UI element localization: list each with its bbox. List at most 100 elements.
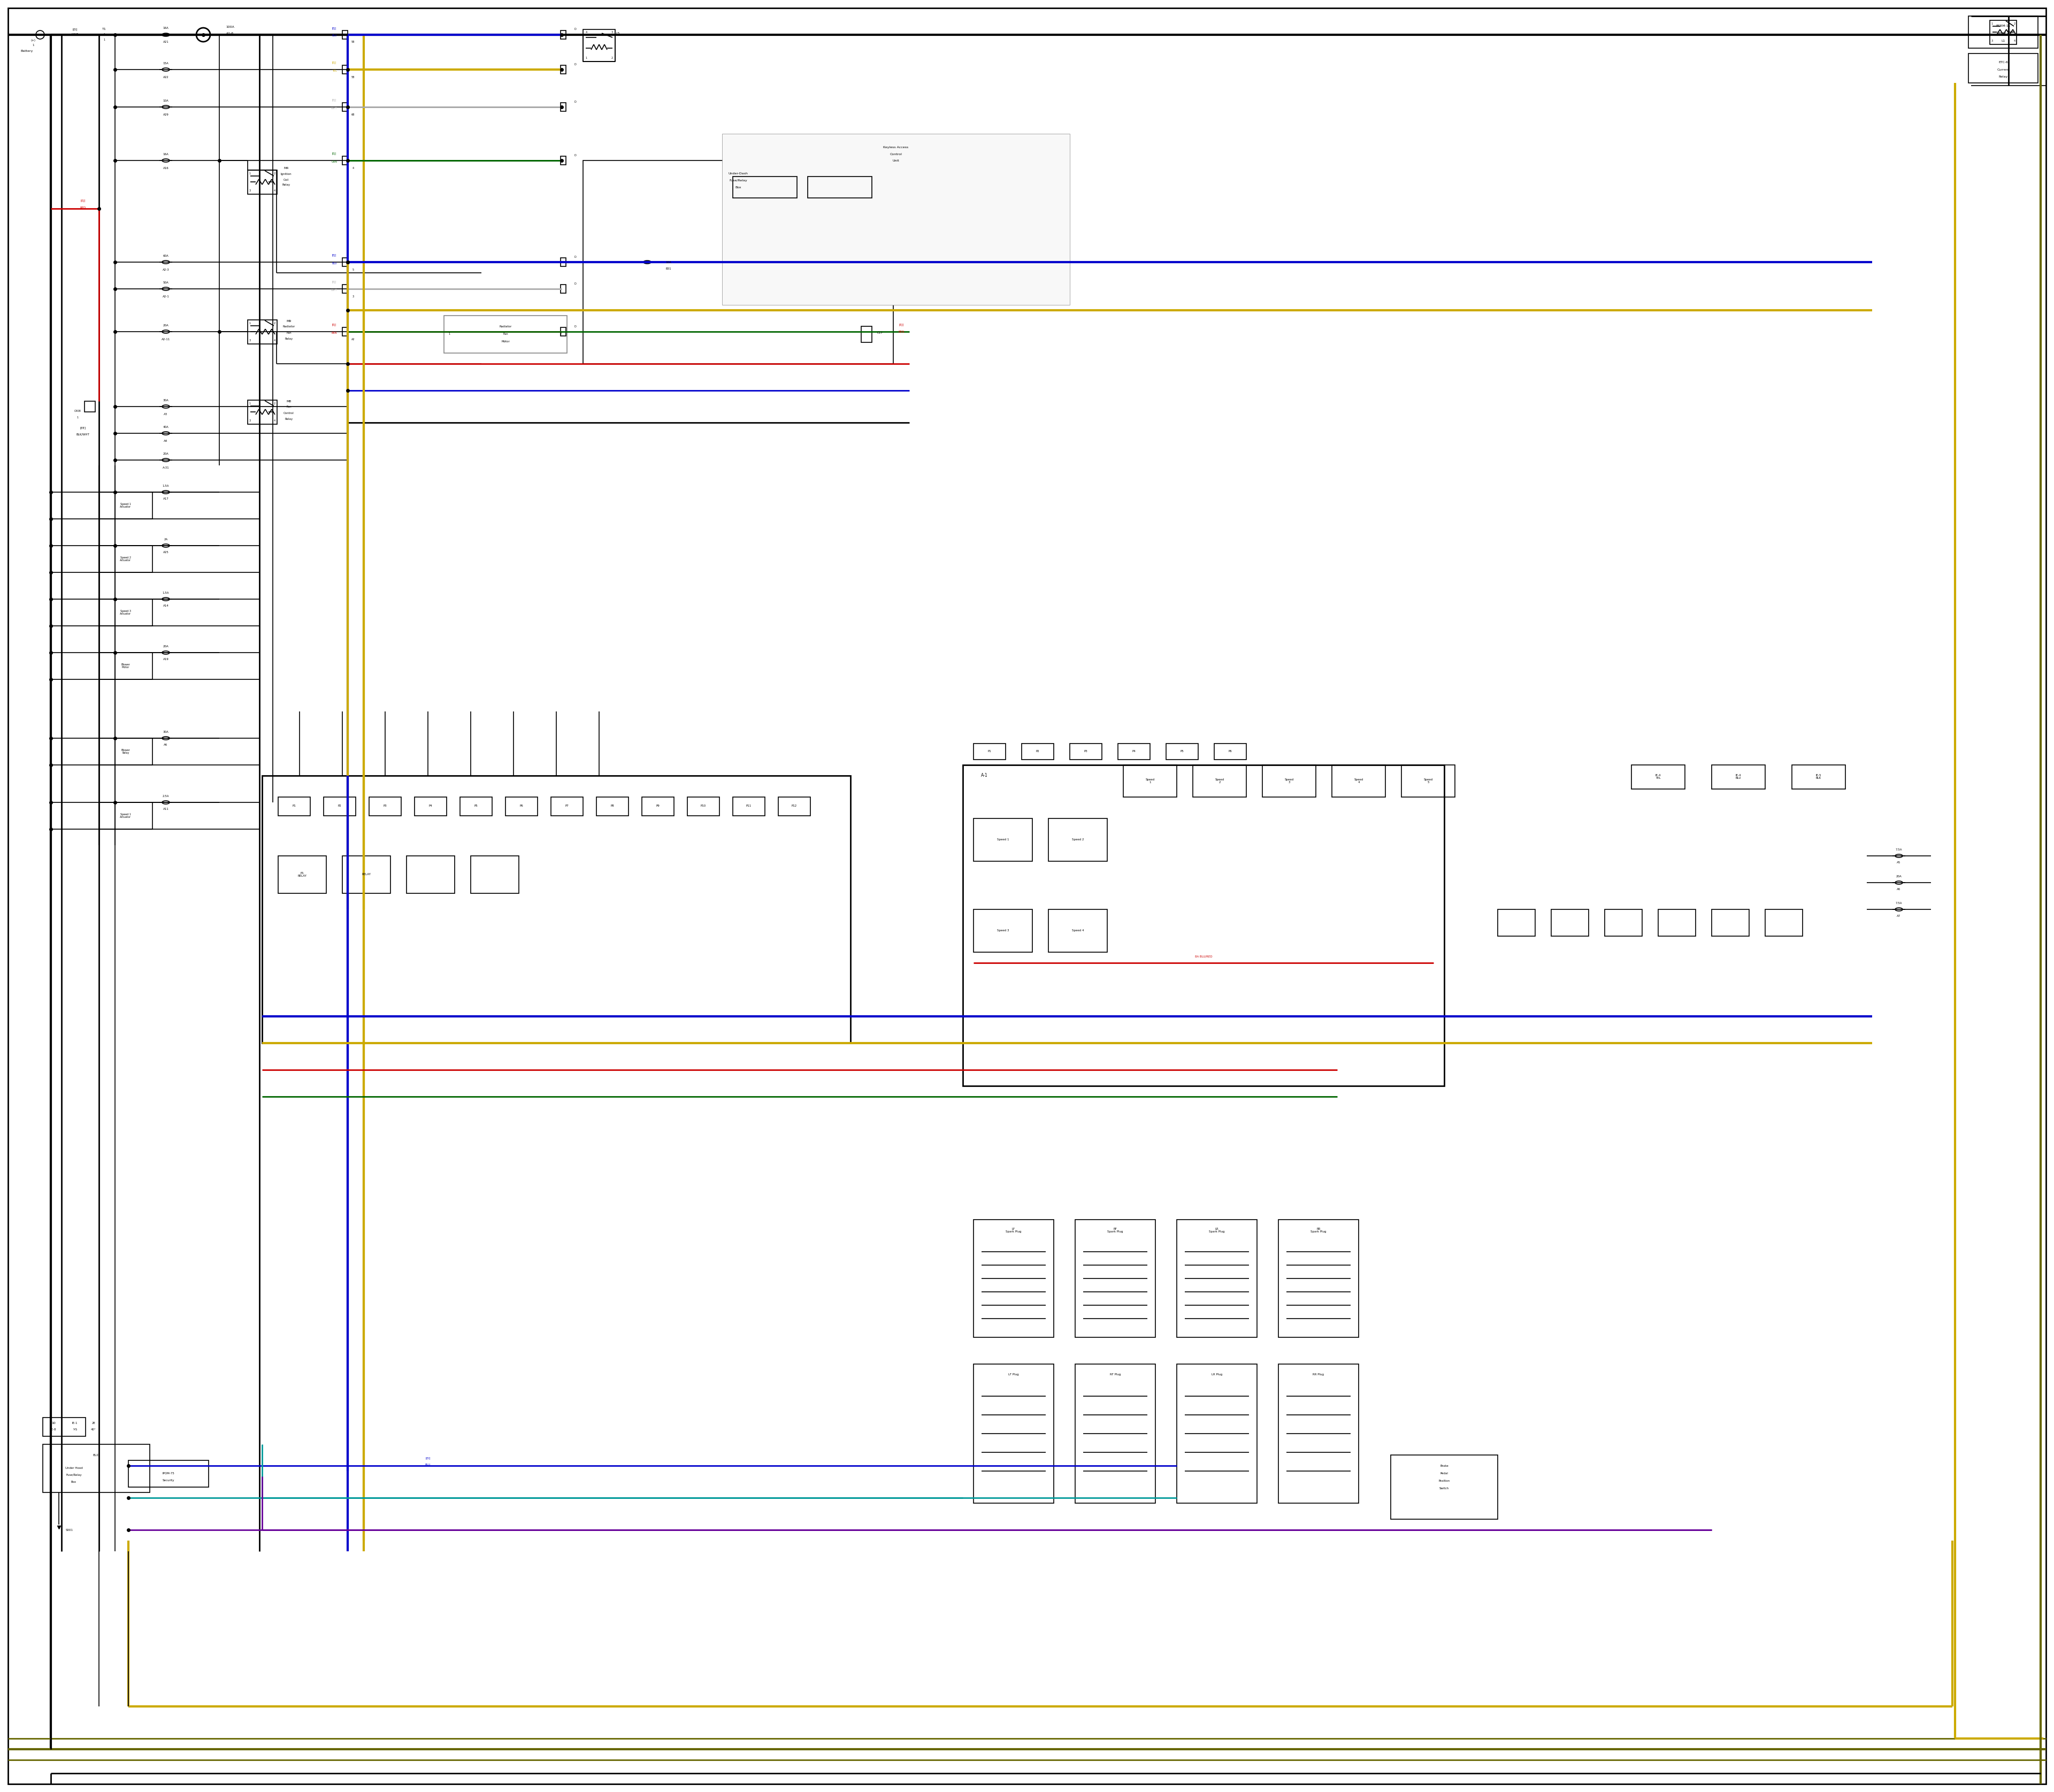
Bar bbox=[84, 401, 94, 412]
Text: P4: P4 bbox=[1132, 751, 1136, 753]
Text: A21: A21 bbox=[162, 41, 168, 43]
Bar bbox=[583, 161, 893, 364]
Bar bbox=[561, 65, 567, 73]
Bar bbox=[1711, 765, 1764, 788]
Text: P2: P2 bbox=[337, 805, 341, 808]
Bar bbox=[325, 797, 355, 815]
Text: P1: P1 bbox=[988, 751, 992, 753]
Bar bbox=[733, 797, 764, 815]
Bar bbox=[1791, 765, 1844, 788]
Text: P6: P6 bbox=[1228, 751, 1232, 753]
Text: A16: A16 bbox=[162, 167, 168, 168]
Text: C408: C408 bbox=[74, 410, 80, 412]
Text: 10A: 10A bbox=[162, 99, 168, 102]
Text: Speed 1: Speed 1 bbox=[996, 839, 1009, 840]
Text: [EJ]: [EJ] bbox=[333, 324, 337, 326]
Text: IE-4
BLU: IE-4 BLU bbox=[1736, 774, 1742, 780]
Text: LF Plug: LF Plug bbox=[1009, 1373, 1019, 1376]
Text: P2: P2 bbox=[1035, 751, 1039, 753]
Text: P12: P12 bbox=[791, 805, 797, 808]
Text: A5: A5 bbox=[1898, 862, 1900, 864]
Bar bbox=[1278, 1364, 1358, 1503]
Text: 10: 10 bbox=[51, 1421, 55, 1425]
Text: [EJ]: [EJ] bbox=[333, 152, 337, 156]
Text: 5B: 5B bbox=[351, 75, 355, 79]
Text: P11: P11 bbox=[746, 805, 752, 808]
Text: M9: M9 bbox=[286, 319, 292, 323]
Text: 20A: 20A bbox=[162, 324, 168, 326]
Bar bbox=[974, 819, 1033, 862]
Text: Radiator: Radiator bbox=[499, 324, 511, 328]
Bar bbox=[1278, 1220, 1358, 1337]
Text: P1
RELAY: P1 RELAY bbox=[298, 871, 306, 878]
Bar bbox=[1048, 819, 1107, 862]
Bar bbox=[43, 1417, 86, 1435]
Bar bbox=[1658, 909, 1697, 935]
Text: P10: P10 bbox=[700, 805, 707, 808]
Bar bbox=[1711, 909, 1750, 935]
Bar bbox=[1497, 909, 1534, 935]
Bar bbox=[343, 30, 347, 39]
Text: Relay: Relay bbox=[286, 337, 294, 340]
Text: P3: P3 bbox=[384, 805, 386, 808]
Bar bbox=[43, 1444, 150, 1493]
Text: Blower
Relay: Blower Relay bbox=[121, 749, 129, 754]
Bar bbox=[1263, 765, 1317, 797]
Text: P4: P4 bbox=[429, 805, 433, 808]
Text: Relay: Relay bbox=[1999, 75, 2009, 77]
Bar bbox=[1074, 1220, 1154, 1337]
Bar bbox=[249, 170, 277, 194]
Text: A3: A3 bbox=[164, 412, 168, 416]
Text: GRN: GRN bbox=[331, 159, 337, 163]
Text: P8: P8 bbox=[610, 805, 614, 808]
Bar bbox=[974, 1220, 1054, 1337]
Bar bbox=[1764, 909, 1803, 935]
Bar bbox=[1631, 765, 1684, 788]
Text: A29: A29 bbox=[162, 113, 168, 116]
Bar bbox=[99, 493, 152, 520]
Bar bbox=[407, 857, 454, 894]
Bar bbox=[505, 797, 538, 815]
Text: BLK/WHT: BLK/WHT bbox=[76, 434, 90, 435]
Text: A-31: A-31 bbox=[162, 466, 168, 470]
Text: Radiator: Radiator bbox=[283, 326, 296, 328]
Text: [EE]: [EE] bbox=[80, 426, 86, 430]
Bar bbox=[343, 156, 347, 165]
Text: A-1: A-1 bbox=[982, 772, 988, 778]
Bar bbox=[249, 400, 277, 425]
Text: L5: L5 bbox=[616, 32, 620, 36]
Text: A6: A6 bbox=[164, 744, 168, 747]
Text: Blower
Motor: Blower Motor bbox=[121, 663, 129, 668]
Text: 30A: 30A bbox=[162, 400, 168, 401]
Text: Fan: Fan bbox=[503, 333, 507, 335]
Bar bbox=[99, 545, 152, 572]
Bar bbox=[583, 29, 614, 61]
Text: Relay: Relay bbox=[281, 185, 290, 186]
Text: BLU: BLU bbox=[333, 262, 337, 265]
Text: 1.5A: 1.5A bbox=[162, 486, 168, 487]
Bar bbox=[561, 30, 567, 39]
Text: P7: P7 bbox=[565, 805, 569, 808]
Text: Speed 3: Speed 3 bbox=[996, 930, 1009, 932]
Text: P5: P5 bbox=[1181, 751, 1183, 753]
Text: Speed 4: Speed 4 bbox=[1072, 930, 1085, 932]
Text: 16A: 16A bbox=[162, 27, 168, 30]
Text: Control: Control bbox=[889, 152, 902, 156]
Bar bbox=[561, 285, 567, 294]
Text: P1: P1 bbox=[292, 805, 296, 808]
Text: M4: M4 bbox=[283, 167, 290, 170]
Text: Fuse/Relay: Fuse/Relay bbox=[66, 1475, 82, 1477]
Text: A2-3: A2-3 bbox=[162, 269, 168, 271]
Text: 6B: 6B bbox=[351, 113, 355, 116]
Bar bbox=[1551, 909, 1588, 935]
Bar bbox=[688, 797, 719, 815]
Bar bbox=[343, 328, 347, 335]
Bar bbox=[1117, 744, 1150, 760]
Text: A7: A7 bbox=[1898, 916, 1900, 918]
Text: RR
Spark Plug: RR Spark Plug bbox=[1310, 1228, 1327, 1233]
Text: A1-6: A1-6 bbox=[226, 32, 234, 34]
Text: Speed 3
Actuator: Speed 3 Actuator bbox=[119, 609, 131, 615]
Text: Speed 2
Actuator: Speed 2 Actuator bbox=[119, 556, 131, 563]
Bar bbox=[343, 65, 347, 73]
Text: 10A: 10A bbox=[665, 262, 672, 263]
